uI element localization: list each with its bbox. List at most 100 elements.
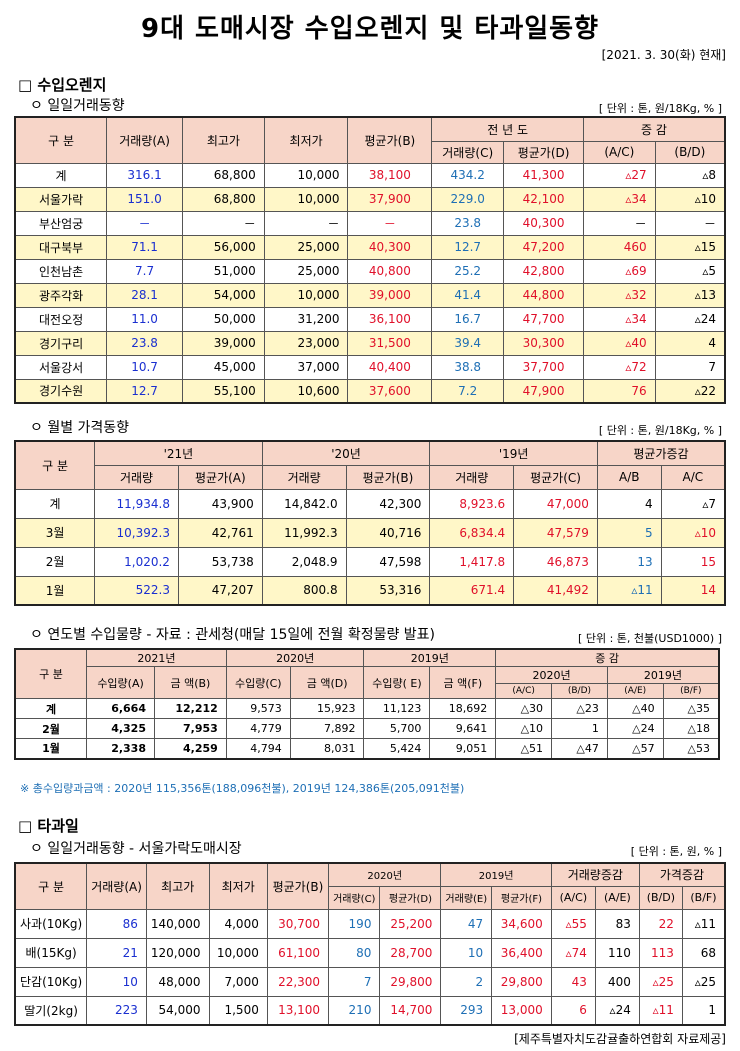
table-cell: 4 bbox=[596, 488, 662, 519]
table-cell: △47 bbox=[551, 738, 608, 759]
table-header: 평균가(F) bbox=[491, 885, 552, 910]
table-cell: 522.3 bbox=[94, 575, 179, 606]
table-row: 대전오정 11.0 50,000 31,200 36,100 16.7 47,700 ▵34 ▵… bbox=[14, 306, 726, 332]
row-label: 1월 bbox=[14, 738, 88, 759]
table-cell: 51,000 bbox=[182, 258, 265, 284]
table-cell: 5,424 bbox=[363, 738, 431, 759]
table-cell: 47,598 bbox=[345, 546, 431, 577]
table-cell: ▵11 bbox=[681, 908, 726, 939]
table-cell: 29,800 bbox=[491, 966, 552, 997]
table-cell: △57 bbox=[606, 738, 664, 759]
table-header: A/B bbox=[596, 464, 662, 490]
table-cell: 120,000 bbox=[145, 937, 210, 968]
table-cell: 9,641 bbox=[429, 718, 497, 739]
table-header: 금 액(B) bbox=[153, 666, 227, 699]
table-cell: 40,716 bbox=[345, 517, 431, 548]
table-header: (B/F) bbox=[681, 885, 726, 910]
row-label: 단감(10Kg) bbox=[14, 966, 88, 997]
report-date: [2021. 3. 30(화) 현재] bbox=[601, 48, 726, 62]
table-cell: 53,738 bbox=[177, 546, 263, 577]
table-row: 광주각화 28.1 54,000 10,000 39,000 41.4 44,800 ▵32 ▵… bbox=[14, 282, 726, 308]
table-row: 사과(10Kg) 86 140,000 4,000 30,700 190 25,200 47 3… bbox=[14, 908, 726, 939]
table-cell: 42,100 bbox=[503, 186, 584, 212]
table-cell: － bbox=[347, 210, 433, 236]
table-cell: 11.0 bbox=[106, 306, 183, 332]
table-cell: 8,923.6 bbox=[429, 488, 515, 519]
table-cell: △53 bbox=[662, 738, 720, 759]
table-header: 평균가(B) bbox=[266, 862, 330, 910]
table-cell: 16.7 bbox=[431, 306, 505, 332]
table-cell: 38.8 bbox=[431, 354, 505, 380]
table-cell: 36,400 bbox=[491, 937, 552, 968]
row-label: 대구북부 bbox=[14, 234, 108, 260]
table-cell: 1,500 bbox=[208, 995, 268, 1026]
table-cell: － bbox=[106, 210, 183, 236]
table-cell: 4,779 bbox=[225, 718, 291, 739]
table-cell: 7,953 bbox=[153, 718, 227, 739]
table-cell: 39,000 bbox=[182, 330, 265, 356]
table-cell: 23.8 bbox=[431, 210, 505, 236]
table-header: 구 분 bbox=[14, 862, 88, 910]
table-header: 평균가(D) bbox=[379, 885, 442, 910]
table-row: 2월 4,325 7,953 4,779 7,892 5,700 9,641 △10 1 △24 △… bbox=[14, 718, 720, 739]
table-header: 거래량 bbox=[429, 464, 515, 490]
row-label: 광주각화 bbox=[14, 282, 108, 308]
table-cell: ▵74 bbox=[550, 937, 596, 968]
table-cell: 31,500 bbox=[347, 330, 433, 356]
table-cell: 39,000 bbox=[347, 282, 433, 308]
table-header: 전 년 도 bbox=[431, 116, 584, 142]
table-cell: 86 bbox=[86, 908, 147, 939]
table-cell: ▵10 bbox=[660, 517, 726, 548]
table-cell: 316.1 bbox=[106, 162, 183, 188]
table-header: 2021년 bbox=[86, 648, 227, 667]
table-header: 최저가 bbox=[263, 116, 349, 164]
table-cell: 15 bbox=[660, 546, 726, 577]
table-header: 2019년 bbox=[606, 666, 720, 684]
table-header: '19년 bbox=[429, 440, 598, 466]
row-label: 경기수원 bbox=[14, 378, 108, 404]
table-cell: 21 bbox=[86, 937, 147, 968]
table-cell: 5 bbox=[596, 517, 662, 548]
table-cell: 47,000 bbox=[513, 488, 598, 519]
table-row: 대구북부 71.1 56,000 25,000 40,300 12.7 47,200 460 ▵… bbox=[14, 234, 726, 260]
table-header: 증 감 bbox=[495, 648, 720, 667]
row-label: 부산엄궁 bbox=[14, 210, 108, 236]
table-header: 평균가(A) bbox=[177, 464, 263, 490]
subheading-monthly: ㅇ 월별 가격동향 bbox=[30, 420, 130, 436]
table-cell: 10 bbox=[86, 966, 147, 997]
table-header: 최고가 bbox=[182, 116, 265, 164]
table-cell: 71.1 bbox=[106, 234, 183, 260]
table-cell: 43,900 bbox=[177, 488, 263, 519]
table-cell: 41,492 bbox=[513, 575, 598, 606]
table-cell: △10 bbox=[495, 718, 553, 739]
table-header: 최고가 bbox=[145, 862, 210, 910]
table-cell: 14,700 bbox=[379, 995, 442, 1026]
table-cell: 42,800 bbox=[503, 258, 584, 284]
table-cell: ▵13 bbox=[654, 282, 726, 308]
table-header: 2020년 bbox=[328, 862, 442, 887]
table-cell: － bbox=[582, 210, 656, 236]
table-cell: 38,100 bbox=[347, 162, 433, 188]
table-header: 2020년 bbox=[225, 648, 365, 667]
table-cell: 7 bbox=[654, 354, 726, 380]
table-cell: 2,048.9 bbox=[261, 546, 347, 577]
table-header: 수입량(A) bbox=[86, 666, 155, 699]
table-header: 거래량(C) bbox=[328, 885, 381, 910]
table-cell: 140,000 bbox=[145, 908, 210, 939]
table-cell: 10.7 bbox=[106, 354, 183, 380]
table-cell: 7.7 bbox=[106, 258, 183, 284]
table-cell: 9,573 bbox=[225, 698, 291, 719]
table-cell: 1 bbox=[551, 718, 608, 739]
table-cell: 22,300 bbox=[266, 966, 330, 997]
table-cell: ▵34 bbox=[582, 306, 656, 332]
table-cell: 41,300 bbox=[503, 162, 584, 188]
table-header: 2019년 bbox=[363, 648, 497, 667]
table-cell: 42,300 bbox=[345, 488, 431, 519]
table-cell: 671.4 bbox=[429, 575, 515, 606]
table-cell: 68 bbox=[681, 937, 726, 968]
table-cell: 31,200 bbox=[263, 306, 349, 332]
page-title: 9대 도매시장 수입오렌지 및 타과일동향 bbox=[140, 14, 600, 44]
table-cell: 10,000 bbox=[263, 282, 349, 308]
table-header: 거래량(C) bbox=[431, 140, 505, 164]
table-cell: 68,800 bbox=[182, 162, 265, 188]
